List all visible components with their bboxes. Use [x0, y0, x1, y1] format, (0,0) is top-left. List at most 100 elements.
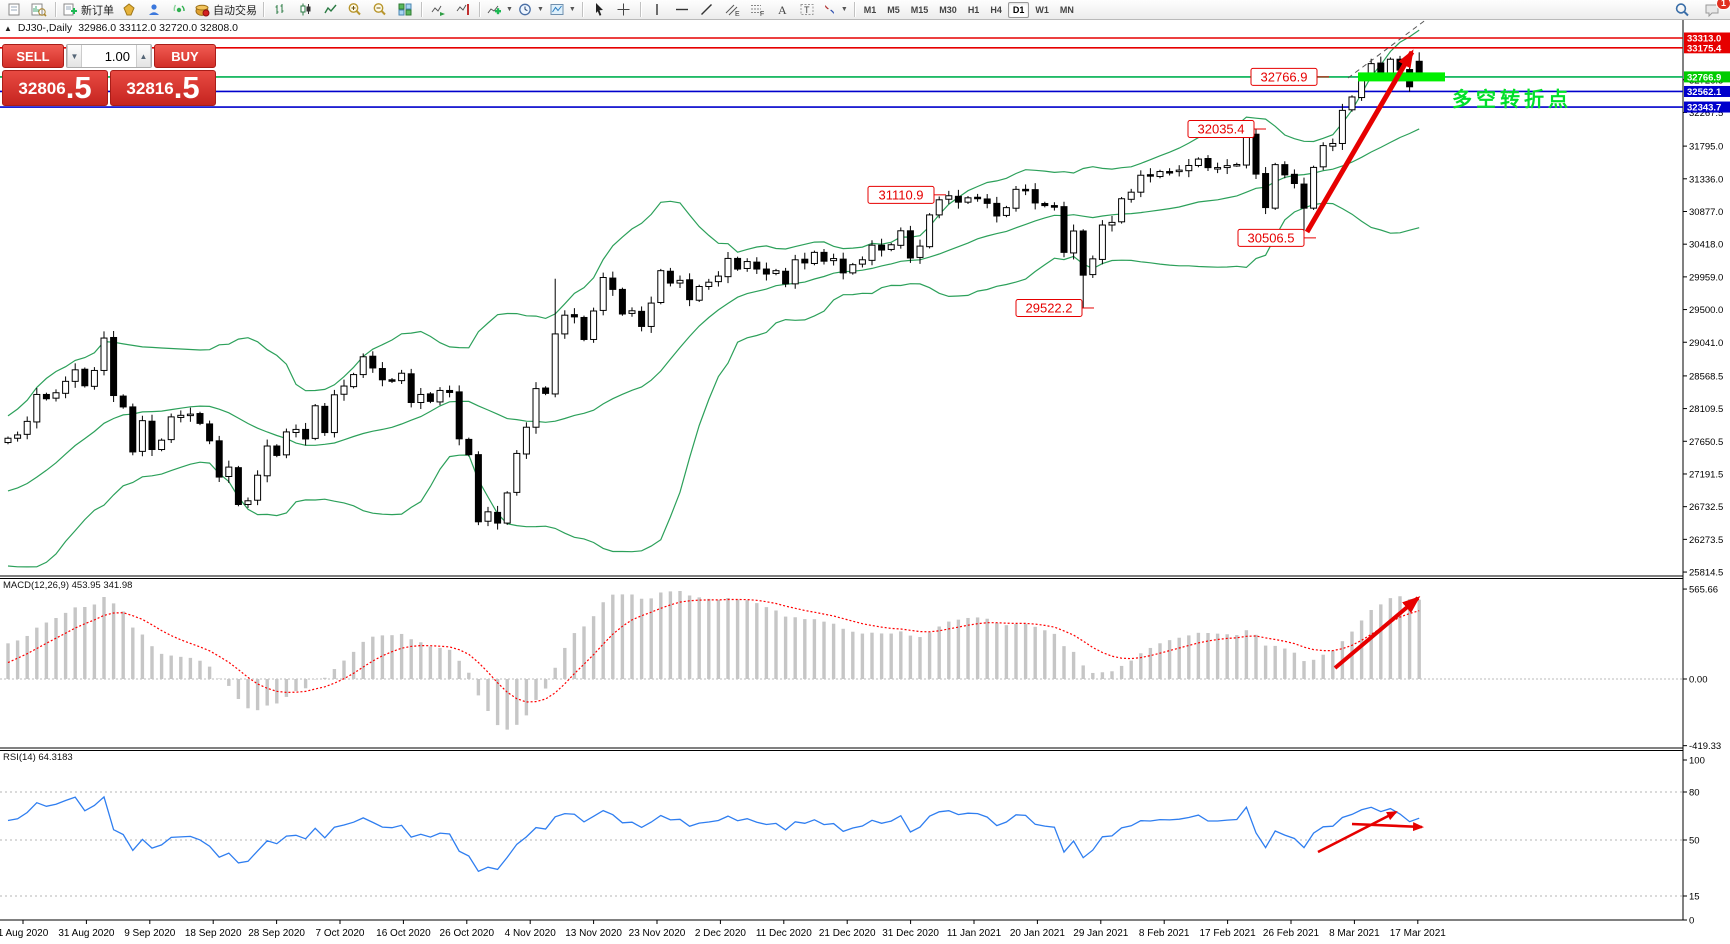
profiles-icon[interactable]: [27, 1, 51, 19]
text-tool[interactable]: A: [770, 1, 794, 19]
vertical-line-tool[interactable]: [645, 1, 669, 19]
tab-timeframe-mn[interactable]: MN: [1059, 4, 1074, 15]
price-tag-33175.4: [1684, 42, 1730, 54]
candle-body: [1156, 171, 1164, 178]
periods-button[interactable]: ▼: [516, 1, 546, 19]
trend-arrow-main[interactable]: [1304, 49, 1415, 234]
candle-body: [983, 198, 991, 204]
auto-trade-label: 自动交易: [213, 4, 257, 17]
notifications-button[interactable]: 1: [1700, 0, 1730, 19]
main-toolbar: 新订单 自动交易 ▼ ▼ ▼ E F A T ▼ M: [0, 0, 1730, 20]
date-label: 31 Aug 2020: [58, 928, 115, 939]
crosshair-tool[interactable]: [612, 1, 636, 19]
sell-price-button[interactable]: 32806.5: [2, 70, 108, 106]
buy-button[interactable]: BUY: [154, 44, 216, 68]
trend-arrow-rsi[interactable]: [1351, 822, 1424, 832]
search-icon[interactable]: [1670, 1, 1694, 19]
tile-windows-icon[interactable]: [393, 1, 417, 19]
candle-body: [330, 394, 338, 434]
tab-timeframe-d1[interactable]: D1: [1007, 1, 1030, 18]
svg-text:32766.9: 32766.9: [1261, 69, 1308, 84]
candle-body: [4, 437, 12, 444]
candle-body: [849, 264, 857, 274]
price-callout-31110.9[interactable]: 31110.9: [867, 185, 946, 204]
price-callout-32766.9[interactable]: 32766.9: [1250, 67, 1329, 86]
candlestick-type-icon[interactable]: [293, 1, 317, 19]
symbol-period-label: DJ30-,Daily: [17, 22, 73, 34]
arrows-tool[interactable]: ▼: [820, 1, 850, 19]
candle-body: [1281, 164, 1289, 176]
candle-body: [1329, 142, 1337, 147]
zoom-out-icon[interactable]: [368, 1, 392, 19]
trendline-tool[interactable]: [695, 1, 719, 19]
cursor-tool[interactable]: [587, 1, 611, 19]
svg-text:31110.9: 31110.9: [878, 187, 923, 202]
volume-decrease-button[interactable]: ▼: [67, 45, 82, 67]
add-indicator-button[interactable]: ▼: [484, 1, 515, 19]
chart-background[interactable]: [0, 20, 1730, 944]
date-label: 2 Dec 2020: [695, 928, 747, 939]
templates-button[interactable]: ▼: [547, 1, 578, 19]
tab-timeframe-m30[interactable]: M30: [939, 4, 957, 15]
text-label-tool[interactable]: T: [795, 1, 819, 19]
date-axis[interactable]: 1 Aug 2020 31 Aug 2020 9 Sep 2020 18 Sep 20…: [0, 920, 1446, 939]
candle-body: [1233, 163, 1241, 167]
highlight-rectangle[interactable]: [1358, 72, 1445, 82]
tab-timeframe-m5[interactable]: M5: [887, 4, 900, 15]
date-label: 1 Aug 2020: [0, 928, 49, 939]
chart-window-icon[interactable]: [2, 1, 26, 19]
line-chart-type-icon[interactable]: [318, 1, 342, 19]
auto-trade-button[interactable]: 自动交易: [192, 1, 259, 19]
chart-shift-icon[interactable]: [451, 1, 475, 19]
date-label: 9 Sep 2020: [124, 928, 176, 939]
candle-body: [734, 257, 742, 270]
candle-body: [186, 413, 194, 417]
trend-arrow-macd[interactable]: [1333, 596, 1421, 670]
volume-input[interactable]: [82, 45, 136, 67]
candle-body: [1204, 158, 1212, 169]
price-callout-32035.4[interactable]: 32035.4: [1187, 119, 1266, 138]
main-price-pane: 32766.9 32035.4 31110.9 30506.5 29522.2: [0, 0, 1683, 568]
fibonacci-tool[interactable]: F: [745, 1, 769, 19]
rsi-pane: [0, 791, 1683, 897]
price-callout-30506.5[interactable]: 30506.5: [1237, 228, 1316, 247]
rsi-tick-label: 15: [1689, 892, 1700, 903]
price-tag-label: 32562.1: [1687, 87, 1722, 98]
candle-body: [503, 492, 511, 524]
tab-timeframe-m15[interactable]: M15: [910, 4, 929, 15]
deposit-icon[interactable]: [117, 1, 141, 19]
bar-chart-type-icon[interactable]: [268, 1, 292, 19]
candle-body: [570, 314, 578, 318]
candle-body: [52, 392, 60, 399]
candle-body: [302, 428, 310, 440]
community-icon[interactable]: [142, 1, 166, 19]
new-order-button[interactable]: 新订单: [60, 1, 116, 19]
candle-body: [90, 369, 98, 387]
dashed-trend-guide[interactable]: [1347, 0, 1455, 79]
candle-body: [1060, 206, 1068, 253]
svg-text:32035.4: 32035.4: [1198, 121, 1245, 136]
candle-body: [254, 474, 262, 501]
trend-arrow-rsi[interactable]: [1317, 810, 1398, 854]
equidistant-channel-tool[interactable]: E: [720, 1, 744, 19]
volume-increase-button[interactable]: ▲: [136, 45, 151, 67]
auto-scroll-icon[interactable]: [426, 1, 450, 19]
dropdown-arrow-icon: ▼: [840, 6, 848, 13]
price-tag-label: 33175.4: [1687, 43, 1722, 54]
tab-timeframe-h4[interactable]: H4: [990, 4, 1002, 15]
price-axis[interactable]: 32726.532267.531795.031336.030877.030418…: [1683, 32, 1730, 579]
zoom-in-icon[interactable]: [343, 1, 367, 19]
buy-price-button[interactable]: 32816.5: [110, 70, 216, 106]
tab-timeframe-w1[interactable]: W1: [1035, 4, 1049, 15]
horizontal-line-tool[interactable]: [670, 1, 694, 19]
tab-timeframe-h1[interactable]: H1: [967, 4, 980, 15]
signals-icon[interactable]: [167, 1, 191, 19]
date-label: 21 Dec 2020: [819, 928, 876, 939]
price-tick-label: 32267.5: [1689, 108, 1723, 119]
tab-timeframe-m1[interactable]: M1: [863, 4, 877, 15]
annotation-text[interactable]: 多空转折点: [1452, 87, 1572, 111]
price-callout-29522.2[interactable]: 29522.2: [1015, 298, 1094, 317]
sell-button[interactable]: SELL: [2, 44, 64, 68]
candle-body: [599, 277, 607, 311]
